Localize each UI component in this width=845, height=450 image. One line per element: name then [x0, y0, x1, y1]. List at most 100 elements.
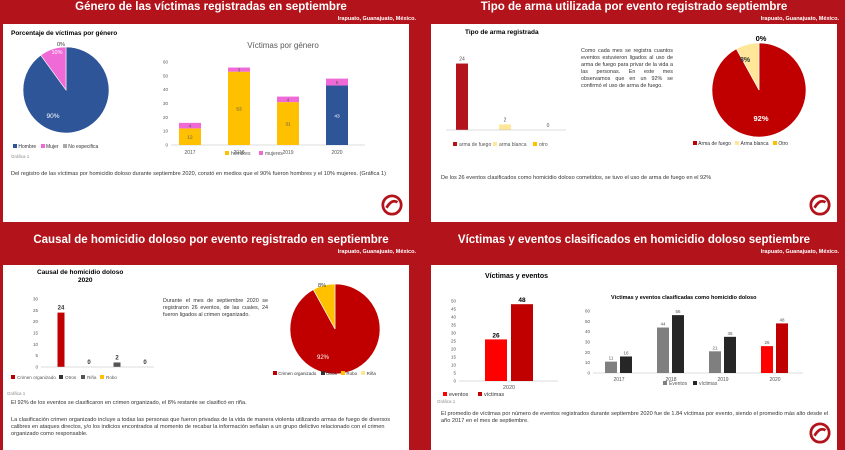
victims-subtitle: Irapuato, Guanajuato, México.: [760, 249, 839, 255]
bar-label-víctimas-2020: 48: [518, 297, 526, 304]
legend-hombres: hombres: [231, 151, 251, 157]
y-tick-30: 30: [585, 340, 591, 345]
victims-panel: Víctimas y eventos 0 5 10 15 20 25 30 35 40 45 50 2…: [431, 265, 837, 450]
logo-icon: [809, 194, 831, 216]
x-tick-2019: 2019: [282, 150, 293, 156]
y-tick-10: 10: [451, 363, 457, 368]
victims-years-bar-chart: 0 10 20 30 40 50 60 11 16 2017 44 56 2018 21 35 2019 26 4…: [585, 309, 803, 387]
gender-panel: Porcentaje de víctimas por género 90% 10%…: [3, 24, 409, 222]
victims-paragraph: El promedio de víctimas por número de ev…: [441, 411, 829, 424]
bar-hombres-2019: [277, 102, 299, 145]
bar-mujeres-2020: [326, 78, 348, 86]
bar-label-Eventos-2019: 21: [712, 345, 718, 350]
bar-label-Eventos-2018: 44: [660, 322, 666, 327]
x-tick-2020: 2020: [503, 385, 515, 391]
legend-hombres-swatch: [225, 151, 229, 155]
pie-label-2: 0%: [57, 42, 65, 48]
bar-label-arma-de-fuego: 24: [459, 57, 465, 63]
pie-label-crimen: 92%: [317, 355, 330, 361]
bar-label-arma-blanca: 2: [504, 117, 507, 123]
y-tick-30: 30: [451, 331, 457, 336]
legend-Crimen-organizado: Crimen organizado: [17, 375, 56, 380]
pie-label-2: 0%: [756, 34, 767, 43]
logo-icon: [381, 194, 403, 216]
weapon-panel: Tipo de arma registrada 24 2 0 arma de fueg…: [431, 24, 837, 222]
bar-hombres-2018: [228, 71, 250, 145]
cause-subtitle: Irapuato, Guanajuato, México.: [337, 249, 416, 255]
x-tick-2018: 2018: [233, 150, 244, 156]
bar-mujeres-2019: [277, 96, 299, 103]
bar-mujeres-2018: [228, 67, 250, 72]
legend-swatch-1: [59, 375, 63, 379]
legend-swatch-0: [453, 142, 457, 146]
y-tick-25: 25: [451, 339, 457, 344]
bar-label-víctimas-2018: 56: [675, 309, 681, 314]
bar-label-hombres-2020: 43: [334, 113, 340, 119]
bar-víctimas-2020: [511, 304, 533, 381]
bar-Riña: [113, 362, 121, 367]
victims-bar-title: Víctimas y eventos: [485, 273, 549, 280]
y-tick-30: 30: [163, 101, 169, 106]
bar-label-Eventos-2017: 11: [609, 356, 614, 361]
bar-label-Crimen-organizado: 24: [58, 306, 65, 312]
legend-swatch-1: [493, 142, 497, 146]
bar-label-eventos-2020: 26: [492, 332, 500, 339]
bar-label-víctimas-2017: 16: [623, 350, 629, 355]
y-tick-50: 50: [163, 73, 169, 78]
y-tick-20: 20: [163, 115, 169, 120]
bar-label-Riña: 2: [115, 355, 119, 361]
y-tick-60: 60: [585, 309, 591, 314]
x-tick-2017: 2017: [184, 150, 195, 156]
y-tick-10: 10: [585, 360, 591, 365]
y-tick-60: 60: [163, 60, 169, 65]
quadrant-victims-events: Víctimas y eventos clasificados en homic…: [423, 233, 845, 450]
bar-Eventos-2019: [709, 351, 721, 373]
bar-label-Otros: 0: [87, 360, 91, 366]
bar-víctimas-2020: [776, 323, 788, 373]
y-tick-35: 35: [451, 323, 457, 328]
pie-label-1: 8%: [740, 57, 751, 64]
bar-label-mujeres-2017: 4: [189, 124, 192, 130]
bar-label-Robo: 0: [143, 360, 147, 366]
legend-eventos: eventos: [449, 392, 469, 398]
y-tick-5: 5: [35, 353, 38, 358]
weapon-pie-legend: Arma de fuego Arma blanca Otro: [693, 141, 788, 148]
legend-arma-fuego: Arma de fuego: [698, 141, 731, 147]
legend-arma-de-fuego: arma de fuego: [459, 142, 491, 148]
bar-label-otro: 0: [547, 123, 550, 129]
weapon-bar-chart: 24 2 0 arma de fuego arma blanca otro: [446, 57, 566, 148]
weapon-title: Tipo de arma utilizada por evento regist…: [480, 1, 788, 13]
cause-panel: Causal de homicidio doloso 2020 0 5 10 15 20…: [3, 265, 409, 450]
gender-title: Género de las víctimas registradas en se…: [75, 1, 347, 13]
victims-2020-bar-chart: 0 5 10 15 20 25 30 35 40 45 50 26 48 2020 eventos vícti…: [443, 297, 558, 398]
y-tick-15: 15: [451, 355, 457, 360]
y-tick-20: 20: [451, 347, 457, 352]
legend-no-especifica: No especifica: [68, 144, 99, 150]
victims-multi-title: Víctimas y eventos clasificadas como hom…: [611, 295, 757, 301]
cause-bar-title: Causal de homicidio doloso: [37, 269, 124, 276]
legend-victimas-years-swatch: [693, 381, 697, 385]
legend-mujeres-swatch: [259, 151, 263, 155]
legend-swatch-0: [11, 375, 15, 379]
y-tick-50: 50: [585, 319, 591, 324]
weapon-pie-chart: 92% 8% 0%: [711, 34, 807, 138]
y-tick-20: 20: [33, 319, 39, 324]
legend-victimas-years: víctimas: [699, 381, 718, 387]
pie-slice-arma-blanca: [735, 42, 760, 91]
gender-pie-title: Porcentaje de víctimas por género: [11, 30, 118, 37]
bar-hombres-2020: [326, 85, 348, 145]
x-tick-2017: 2017: [613, 377, 624, 383]
y-tick-40: 40: [451, 315, 457, 320]
pie-slice-mujer: [40, 46, 67, 91]
y-tick-30: 30: [33, 297, 39, 302]
legend-arma-blanca: arma blanca: [499, 142, 527, 148]
pie-slice-riña: [312, 283, 336, 330]
legend-Otros: Otros: [65, 375, 77, 380]
y-tick-0: 0: [453, 379, 456, 384]
cause-pie-legend: Crimen organizado Otros Robo Riña: [273, 370, 376, 377]
bar-label-mujeres-2018: 3: [238, 68, 241, 74]
y-tick-0: 0: [587, 371, 590, 376]
bar-label-hombres-2018: 53: [236, 106, 242, 112]
legend-Robo: Robo: [106, 375, 117, 380]
